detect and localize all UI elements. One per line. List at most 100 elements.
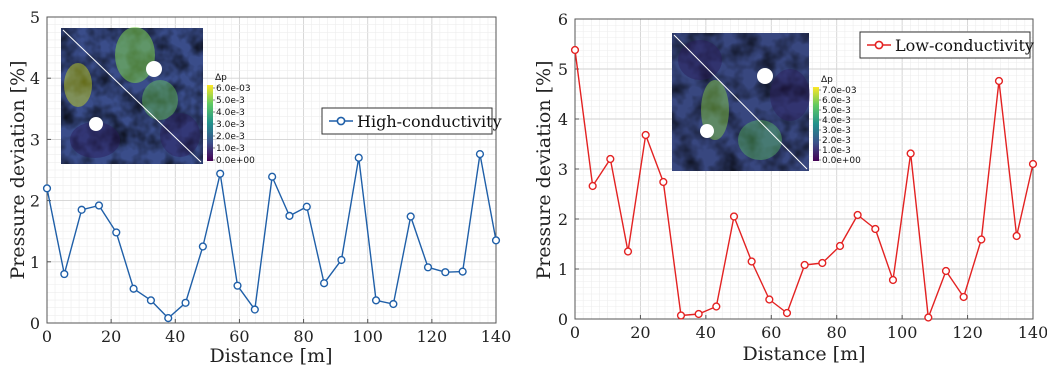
- y-axis-label-right: Pressure deviation [%]: [533, 60, 555, 279]
- data-point: [1028, 159, 1038, 169]
- data-point: [94, 201, 104, 210]
- data-point: [959, 292, 968, 302]
- data-point: [42, 184, 52, 193]
- x-tick-label: 40: [165, 327, 185, 346]
- colorbar-gradient: [207, 85, 213, 161]
- data-point: [994, 76, 1004, 86]
- colorbar-left: Δp6.0e-03 5.0e-3 4.0e-3 3.0e-3 2.0e-3 1.0e-3 0…: [207, 73, 255, 166]
- y-tick-label: 1: [30, 253, 40, 272]
- x-tick-label: 20: [101, 327, 121, 346]
- x-axis-label-left: Distance [m]: [209, 345, 332, 367]
- colorbar-label: 3.0e-3: [216, 120, 245, 130]
- data-point: [818, 258, 827, 268]
- data-point: [475, 149, 485, 159]
- data-point: [250, 305, 259, 314]
- data-point: [694, 309, 703, 319]
- x-ticks-right: 0 20 40 60 80 100 120 140: [570, 315, 1047, 342]
- data-point: [835, 241, 845, 251]
- data-point: [181, 298, 190, 307]
- colorbar-label: 1.0e-3: [216, 144, 245, 154]
- data-point: [800, 260, 809, 270]
- well-circle: [89, 117, 103, 131]
- data-point: [302, 202, 311, 211]
- y-tick-label: 3: [30, 130, 40, 149]
- data-point: [164, 314, 173, 323]
- data-point: [977, 235, 986, 244]
- data-point: [285, 211, 294, 221]
- colorbar-label: 5.0e-3: [822, 106, 851, 116]
- series-high-conductivity: [42, 149, 501, 323]
- colorbar-label: 1.0e-3: [822, 146, 851, 156]
- legend-label-high-conductivity: High-conductivity: [357, 112, 502, 131]
- colorbar-right: Δp7.0e-036.0e-35.0e-34.0e-33.0e-32.0e-31…: [813, 75, 861, 166]
- x-tick-label: 100: [352, 327, 383, 346]
- y-tick-label: 4: [558, 110, 568, 129]
- x-tick-label: 0: [570, 323, 580, 342]
- well-circle: [757, 68, 773, 84]
- colorbar-label: 7.0e-03: [822, 86, 857, 96]
- colorbar-label: 0.0e+00: [216, 156, 255, 166]
- data-point: [588, 181, 597, 191]
- data-point: [337, 255, 346, 265]
- data-point: [606, 154, 615, 164]
- colorbar-label: 6.0e-3: [822, 96, 851, 106]
- colorbar-title: Δp: [821, 75, 833, 85]
- data-point: [319, 279, 329, 288]
- x-tick-label: 140: [1018, 323, 1047, 342]
- data-point: [268, 172, 277, 181]
- data-point: [853, 210, 862, 220]
- y-tick-label: 1: [558, 260, 568, 279]
- colorbar-label: 4.0e-3: [216, 108, 245, 118]
- data-point: [112, 228, 121, 237]
- y-tick-label: 2: [30, 192, 40, 211]
- colorbar-label: 5.0e-3: [216, 96, 245, 106]
- data-point: [765, 295, 774, 304]
- data-point: [216, 169, 225, 178]
- plot-frame-left: [46, 16, 497, 324]
- x-tick-label: 120: [417, 327, 448, 346]
- y-tick-label: 5: [30, 8, 40, 27]
- inset-map-right: [672, 33, 810, 171]
- x-tick-label: 80: [293, 327, 313, 346]
- legend-right: Low-conductivity: [859, 31, 1034, 59]
- y-tick-label: 0: [30, 314, 40, 333]
- x-tick-label: 60: [229, 327, 249, 346]
- data-point: [729, 212, 739, 221]
- inset-map-left: [61, 27, 203, 164]
- data-point: [129, 284, 138, 293]
- colorbar-label: 0.0e+00: [822, 156, 861, 166]
- x-tick-label: 120: [952, 323, 983, 342]
- x-ticks-left: 0 20 40 60 80 100 120 140: [42, 319, 511, 346]
- colorbar-label: 2.0e-3: [216, 132, 245, 142]
- well-circle: [146, 61, 162, 77]
- colorbar-title: Δp: [215, 73, 227, 83]
- data-point: [747, 257, 756, 266]
- y-tick-label: 4: [30, 69, 40, 88]
- x-tick-label: 100: [887, 323, 918, 342]
- data-point: [888, 275, 898, 285]
- data-point: [491, 236, 501, 245]
- colorbar-label: 4.0e-3: [822, 116, 851, 126]
- data-point: [146, 296, 156, 305]
- data-point: [458, 267, 467, 276]
- data-point: [77, 205, 86, 214]
- data-point: [406, 212, 415, 221]
- x-tick-label: 60: [761, 323, 781, 342]
- colorbar-label: 3.0e-3: [822, 126, 851, 136]
- legend-marker-high-conductivity: [336, 116, 346, 126]
- x-tick-label: 20: [630, 323, 650, 342]
- data-point: [1012, 231, 1021, 241]
- y-tick-label: 5: [558, 60, 568, 79]
- data-point: [389, 299, 398, 309]
- well-circle: [700, 124, 714, 138]
- data-point: [924, 313, 933, 322]
- y-axis-label-left: Pressure deviation [%]: [7, 60, 29, 279]
- x-tick-label: 40: [696, 323, 716, 342]
- data-point: [782, 308, 792, 318]
- y-tick-label: 3: [558, 160, 568, 179]
- data-point: [233, 281, 242, 290]
- data-point: [60, 269, 69, 279]
- legend-marker-low-conductivity: [874, 40, 884, 50]
